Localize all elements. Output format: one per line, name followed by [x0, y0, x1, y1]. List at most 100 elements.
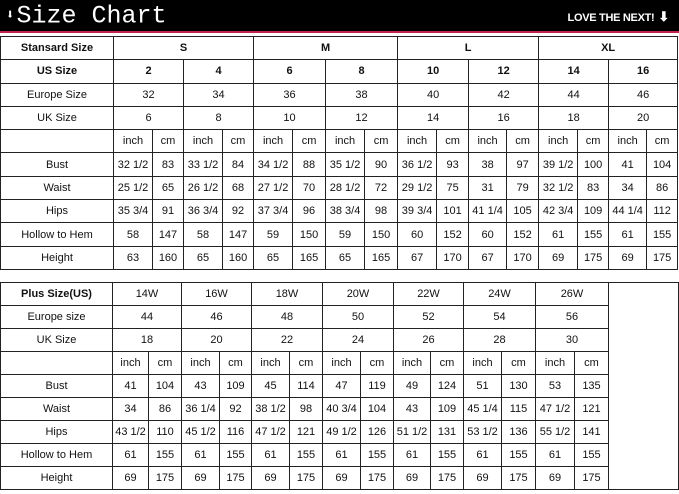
- arrow-down-icon: ⬇: [6, 8, 15, 24]
- unit-cm: cm: [574, 351, 609, 375]
- table-row: inch cm inch cm inch cm inch cm inch cm inch cm inch…: [0, 351, 679, 375]
- measurement-value: 100: [577, 152, 610, 177]
- measurement-value: 69: [463, 466, 502, 490]
- unit-inch: inch: [535, 351, 575, 375]
- unit-inch: inch: [181, 351, 220, 375]
- europe-size-cell: 50: [322, 305, 394, 329]
- measurement-value: 51: [463, 374, 502, 398]
- unit-cm: cm: [506, 129, 540, 154]
- measurement-value: 79: [506, 175, 540, 201]
- measurement-value: 35 1/2: [325, 152, 366, 177]
- measurement-value: 131: [430, 420, 464, 444]
- measurement-value: 175: [501, 466, 536, 490]
- measurement-value: 33 1/2: [183, 152, 223, 177]
- measurement-value: 39 3/4: [397, 199, 438, 224]
- unit-inch: inch: [463, 351, 502, 375]
- table-row: Europe Size 32 34 36 38 40 42 44 46: [0, 82, 679, 107]
- measurement-value: 116: [219, 420, 252, 444]
- europe-size-cell: 40: [397, 82, 470, 107]
- measurement-value: 92: [221, 199, 255, 224]
- measurement-value: 175: [646, 245, 679, 270]
- measurement-value: 25 1/2: [113, 175, 153, 201]
- measurement-value: 119: [360, 374, 394, 398]
- measurement-value: 60: [397, 222, 438, 247]
- uk-size-cell: 14: [397, 105, 470, 131]
- size-chart-banner: ⬇Size Chart LOVE THE NEXT! ⬇: [0, 0, 679, 33]
- measurement-value: 47 1/2: [535, 397, 575, 421]
- unit-inch: inch: [393, 351, 431, 375]
- europe-size-cell: 36: [253, 82, 327, 107]
- measurement-value: 155: [501, 443, 536, 467]
- measurement-value: 68: [221, 175, 255, 201]
- unit-cm: cm: [360, 351, 394, 375]
- unit-inch: inch: [538, 129, 579, 154]
- measurement-value: 61: [393, 443, 431, 467]
- measurement-value: 109: [430, 397, 464, 421]
- uk-size-cell: 16: [468, 105, 540, 131]
- measurement-value: 40 3/4: [322, 397, 361, 421]
- table-row: Bust 32 1/2 83 33 1/2 84 34 1/2 88 35 1/2 90 36 1…: [0, 152, 679, 177]
- measurement-value: 58: [113, 222, 153, 247]
- title-text: Size Chart: [16, 1, 167, 31]
- measurement-value: 61: [535, 443, 575, 467]
- arrow-down-icon: ⬇: [658, 9, 669, 24]
- unit-inch: inch: [608, 129, 648, 154]
- measurement-value: 58: [183, 222, 223, 247]
- europe-size-cell: 52: [393, 305, 464, 329]
- measurement-value: 150: [364, 222, 399, 247]
- measurement-value: 41: [608, 152, 648, 177]
- measurement-value: 49: [393, 374, 431, 398]
- measurement-value: 61: [322, 443, 361, 467]
- unit-inch: inch: [112, 351, 149, 375]
- measurement-value: 115: [501, 397, 536, 421]
- measurement-value: 32 1/2: [538, 175, 579, 201]
- measurement-value: 61: [112, 443, 149, 467]
- measurement-value: 83: [577, 175, 610, 201]
- uk-size-cell: 20: [608, 105, 679, 131]
- empty-cell: [608, 282, 679, 490]
- measurement-label: Hollow to Hem: [0, 222, 114, 247]
- uk-size-cell: 20: [181, 328, 252, 352]
- table-row: Bust 41 104 43 109 45 114 47 119 49 124 51 130 53 135: [0, 374, 679, 398]
- unit-inch: inch: [322, 351, 361, 375]
- measurement-value: 65: [253, 245, 294, 270]
- measurement-value: 155: [289, 443, 323, 467]
- measurement-value: 170: [436, 245, 470, 270]
- table-row: Waist 34 86 36 1/4 92 38 1/2 98 40 3/4 104 43 109 4…: [0, 397, 679, 421]
- empty-cell: [0, 351, 113, 375]
- unit-cm: cm: [221, 129, 255, 154]
- measurement-value: 175: [289, 466, 323, 490]
- plus-size-header: 26W: [535, 282, 609, 306]
- uk-size-cell: 26: [393, 328, 464, 352]
- measurement-value: 88: [292, 152, 327, 177]
- measurement-value: 72: [364, 175, 399, 201]
- measurement-value: 59: [325, 222, 366, 247]
- table-row: UK Size 18 20 22 24 26 28 30: [0, 328, 679, 352]
- measurement-value: 155: [360, 443, 394, 467]
- measurement-value: 170: [506, 245, 540, 270]
- unit-inch: inch: [183, 129, 223, 154]
- measurement-value: 70: [292, 175, 327, 201]
- measurement-value: 67: [397, 245, 438, 270]
- measurement-value: 155: [219, 443, 252, 467]
- unit-inch: inch: [113, 129, 153, 154]
- measurement-value: 61: [181, 443, 220, 467]
- row-label: Europe size: [0, 305, 113, 329]
- measurement-value: 61: [251, 443, 290, 467]
- measurement-value: 98: [289, 397, 323, 421]
- measurement-label: Hips: [0, 420, 113, 444]
- measurement-value: 105: [506, 199, 540, 224]
- measurement-value: 90: [364, 152, 399, 177]
- measurement-value: 38: [468, 152, 508, 177]
- unit-inch: inch: [251, 351, 290, 375]
- europe-size-cell: 44: [538, 82, 610, 107]
- table-row: inch cm inch cm inch cm inch cm inch cm inch cm inch…: [0, 129, 679, 154]
- measurement-value: 43: [181, 374, 220, 398]
- unit-cm: cm: [501, 351, 536, 375]
- size-group-header: XL: [538, 35, 679, 61]
- measurement-value: 51 1/2: [393, 420, 431, 444]
- measurement-value: 114: [289, 374, 323, 398]
- measurement-value: 69: [538, 245, 579, 270]
- measurement-value: 155: [646, 222, 679, 247]
- measurement-value: 65: [152, 175, 184, 201]
